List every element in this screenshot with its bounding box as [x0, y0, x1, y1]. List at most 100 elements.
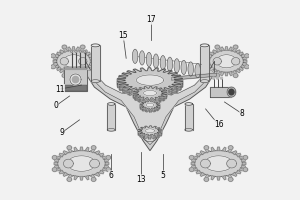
Polygon shape	[85, 147, 89, 152]
Polygon shape	[243, 156, 248, 160]
Polygon shape	[211, 147, 215, 152]
Polygon shape	[191, 162, 195, 165]
Polygon shape	[192, 165, 196, 168]
Polygon shape	[136, 75, 164, 85]
Polygon shape	[76, 71, 79, 76]
Polygon shape	[228, 174, 232, 178]
Polygon shape	[162, 93, 166, 98]
Polygon shape	[222, 176, 226, 180]
Text: 17: 17	[146, 15, 156, 24]
Polygon shape	[100, 153, 104, 157]
Polygon shape	[140, 88, 144, 93]
Polygon shape	[72, 76, 79, 83]
Polygon shape	[142, 103, 144, 107]
Polygon shape	[91, 45, 100, 81]
Polygon shape	[216, 70, 220, 74]
Ellipse shape	[174, 59, 180, 73]
Polygon shape	[80, 70, 84, 74]
Ellipse shape	[132, 49, 138, 63]
Polygon shape	[138, 130, 142, 134]
Polygon shape	[157, 106, 160, 109]
Polygon shape	[139, 88, 142, 94]
Polygon shape	[158, 132, 161, 136]
Text: 15: 15	[118, 31, 128, 40]
Polygon shape	[142, 102, 145, 106]
Polygon shape	[161, 90, 165, 95]
Polygon shape	[117, 68, 183, 93]
Polygon shape	[134, 92, 138, 97]
Polygon shape	[141, 106, 144, 109]
Polygon shape	[52, 168, 57, 172]
Polygon shape	[92, 54, 96, 58]
Polygon shape	[239, 67, 243, 70]
Polygon shape	[155, 134, 158, 138]
Polygon shape	[117, 79, 125, 86]
Polygon shape	[151, 108, 152, 112]
Polygon shape	[153, 68, 156, 76]
Polygon shape	[232, 70, 237, 74]
Polygon shape	[149, 86, 150, 92]
Polygon shape	[72, 72, 75, 76]
Polygon shape	[76, 47, 79, 51]
Polygon shape	[229, 89, 234, 95]
Polygon shape	[95, 172, 100, 176]
Polygon shape	[174, 82, 181, 90]
Polygon shape	[144, 87, 145, 93]
Polygon shape	[213, 50, 217, 54]
Polygon shape	[136, 89, 141, 94]
Polygon shape	[91, 80, 100, 83]
Polygon shape	[164, 70, 170, 78]
Polygon shape	[152, 101, 153, 105]
Polygon shape	[64, 69, 87, 91]
Polygon shape	[62, 45, 67, 49]
Polygon shape	[194, 168, 197, 171]
Polygon shape	[119, 76, 126, 83]
Polygon shape	[90, 159, 100, 168]
Polygon shape	[56, 168, 60, 171]
Polygon shape	[135, 69, 140, 77]
Polygon shape	[148, 101, 149, 105]
Polygon shape	[86, 52, 90, 56]
Polygon shape	[210, 50, 243, 72]
Polygon shape	[145, 126, 146, 131]
Polygon shape	[147, 108, 148, 112]
Polygon shape	[189, 156, 194, 160]
Polygon shape	[140, 105, 143, 109]
Polygon shape	[159, 96, 164, 101]
Polygon shape	[154, 134, 155, 139]
Polygon shape	[143, 90, 157, 96]
Polygon shape	[55, 55, 59, 58]
Polygon shape	[236, 50, 240, 54]
Polygon shape	[148, 134, 149, 139]
Polygon shape	[169, 73, 176, 80]
Polygon shape	[70, 74, 81, 85]
Polygon shape	[107, 103, 115, 105]
Polygon shape	[144, 98, 147, 103]
Polygon shape	[152, 108, 154, 112]
Polygon shape	[83, 69, 87, 73]
Polygon shape	[56, 156, 60, 159]
Polygon shape	[80, 147, 83, 151]
Polygon shape	[103, 156, 106, 159]
Polygon shape	[204, 177, 209, 181]
Polygon shape	[243, 60, 247, 63]
Polygon shape	[169, 86, 177, 93]
Polygon shape	[227, 159, 236, 168]
Polygon shape	[64, 159, 73, 168]
Polygon shape	[149, 126, 150, 131]
Polygon shape	[233, 74, 238, 78]
Polygon shape	[83, 50, 86, 52]
Polygon shape	[124, 86, 131, 93]
Polygon shape	[51, 54, 56, 58]
Polygon shape	[145, 134, 147, 139]
Polygon shape	[157, 88, 161, 93]
Polygon shape	[57, 67, 61, 70]
Polygon shape	[195, 151, 242, 176]
Polygon shape	[194, 156, 197, 159]
Polygon shape	[130, 88, 136, 95]
Polygon shape	[85, 61, 214, 151]
Polygon shape	[72, 47, 75, 50]
Polygon shape	[233, 45, 238, 49]
Polygon shape	[241, 64, 245, 68]
Polygon shape	[105, 162, 109, 165]
